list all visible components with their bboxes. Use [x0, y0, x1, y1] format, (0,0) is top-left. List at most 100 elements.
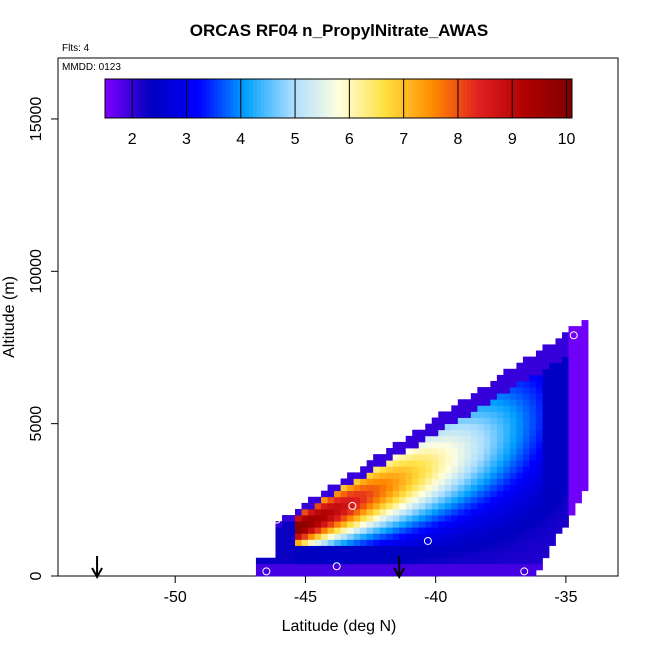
heatmap-cell: [516, 374, 524, 382]
heatmap-cell: [268, 563, 276, 571]
heatmap-cell: [373, 490, 381, 498]
heatmap-cell: [418, 563, 426, 571]
heatmap-cell: [392, 563, 400, 571]
heatmap-cell: [373, 515, 381, 522]
sample-point: [348, 501, 357, 510]
heatmap-cell: [308, 508, 315, 516]
heatmap-cell: [490, 527, 498, 534]
heatmap-cell: [548, 387, 556, 394]
heatmap-cell: [405, 521, 413, 528]
heatmap-cell: [457, 490, 465, 498]
heatmap-cell: [509, 521, 517, 528]
heatmap-cell: [347, 539, 355, 546]
heatmap-cell: [522, 508, 530, 516]
heatmap-cell: [490, 429, 498, 437]
colorbar-segment: [373, 79, 378, 118]
heatmap-cell: [548, 460, 556, 467]
heatmap-cell: [386, 521, 394, 528]
heatmap-cell: [360, 557, 368, 565]
heatmap-cell: [457, 423, 465, 431]
heatmap-cell: [483, 515, 491, 522]
heatmap-cell: [496, 435, 504, 443]
heatmap-cell: [503, 387, 511, 394]
heatmap-cell: [386, 472, 394, 479]
heatmap-cell: [516, 502, 524, 510]
heatmap-cell: [568, 344, 576, 351]
heatmap-cell: [301, 533, 309, 540]
heatmap-cell: [334, 569, 341, 577]
heatmap-cell: [529, 490, 537, 498]
colorbar-segment: [326, 79, 332, 118]
heatmap-cell: [529, 508, 537, 516]
colorbar-segment: [108, 79, 114, 118]
heatmap-cell: [373, 472, 381, 479]
heatmap-cell: [444, 484, 452, 492]
heatmap-cell: [314, 539, 322, 546]
heatmap-cell: [366, 569, 374, 577]
heatmap-cell: [438, 569, 446, 577]
heatmap-cell: [568, 472, 576, 479]
heatmap-cell: [535, 539, 543, 546]
heatmap-cell: [347, 496, 355, 504]
heatmap-cell: [516, 508, 524, 516]
heatmap-cell: [412, 472, 420, 479]
heatmap-cell: [392, 527, 400, 534]
heatmap-cell: [308, 551, 315, 559]
colorbar-segment: [346, 79, 351, 118]
heatmap-cell: [555, 338, 563, 345]
colorbar-segment: [120, 79, 125, 118]
heatmap-cell: [418, 557, 426, 565]
heatmap-cell: [282, 569, 289, 577]
heatmap-cell: [327, 557, 335, 565]
heatmap-cell: [379, 472, 387, 479]
heatmap-cell: [457, 472, 465, 479]
heatmap-cell: [496, 496, 504, 504]
heatmap-cell: [548, 435, 556, 443]
heatmap-cell: [516, 539, 524, 546]
heatmap-cell: [392, 466, 400, 473]
heatmap-cell: [470, 502, 478, 510]
colorbar-segment: [116, 79, 122, 118]
heatmap-cell: [366, 502, 374, 510]
heatmap-cell: [516, 435, 524, 443]
heatmap-cell: [490, 387, 498, 394]
heatmap-cell: [470, 521, 478, 528]
heatmap-cell: [444, 496, 452, 504]
heatmap-cell: [392, 478, 400, 485]
heatmap-cell: [581, 441, 589, 449]
heatmap-cell: [392, 515, 400, 522]
heatmap-cell: [425, 545, 433, 553]
heatmap-cell: [509, 405, 517, 412]
heatmap-cell: [255, 563, 263, 571]
colorbar-segment: [206, 79, 211, 118]
heatmap-cell: [275, 569, 283, 577]
colorbar-segment: [431, 79, 437, 118]
colorbar-segment: [533, 79, 538, 118]
heatmap-cell: [464, 429, 472, 437]
heatmap-cell: [529, 454, 537, 461]
heatmap-cell: [548, 484, 556, 492]
heatmap-cell: [522, 557, 530, 565]
heatmap-cell: [431, 551, 439, 559]
heatmap-cell: [522, 362, 530, 370]
colorbar-segment: [525, 79, 530, 118]
heatmap-cell: [438, 441, 446, 449]
heatmap-cell: [353, 563, 361, 571]
colorbar-segment: [167, 79, 172, 118]
colorbar-segment: [307, 79, 312, 118]
heatmap-cell: [327, 539, 335, 546]
heatmap-cell: [444, 478, 452, 485]
heatmap-cell: [451, 490, 459, 498]
marker-arrow: [393, 556, 406, 580]
heatmap-cell: [490, 423, 498, 431]
heatmap-cell: [347, 508, 355, 516]
heatmap-cell: [334, 508, 341, 516]
heatmap-cell: [483, 563, 491, 571]
heatmap-cell: [542, 356, 550, 364]
heatmap-cell: [392, 472, 400, 479]
heatmap-cell: [275, 557, 283, 565]
heatmap-cell: [327, 569, 335, 577]
heatmap-cell: [522, 417, 530, 425]
colorbar-tick-label: 10: [558, 131, 576, 148]
heatmap-cell: [496, 484, 504, 492]
